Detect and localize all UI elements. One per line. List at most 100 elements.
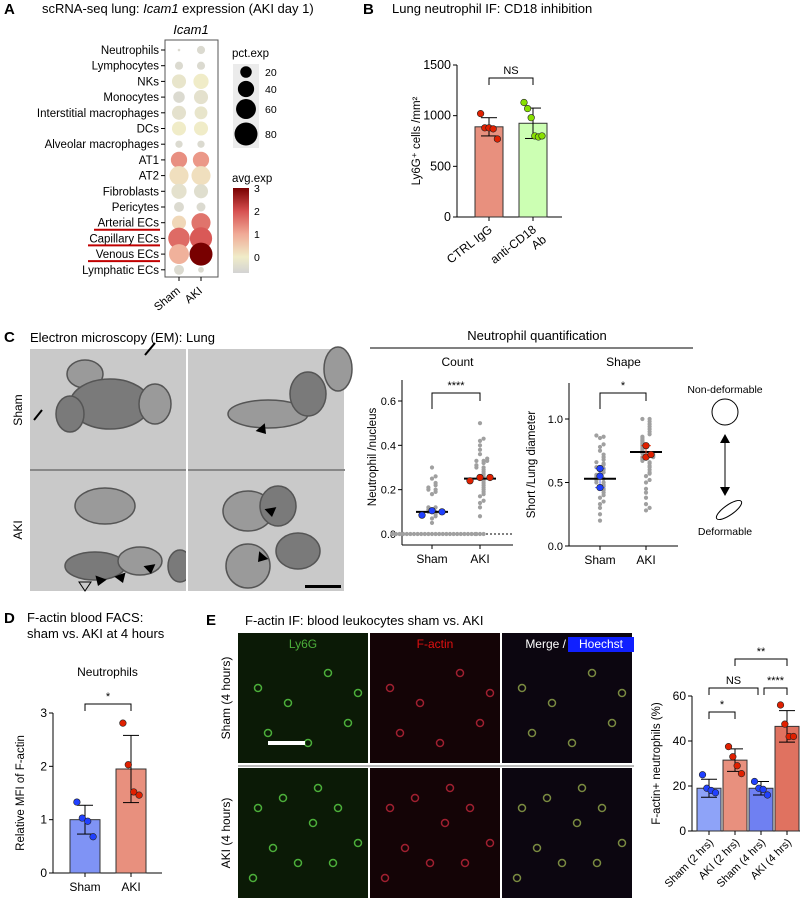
cell-spot (415, 698, 425, 708)
cell-spot (263, 728, 273, 738)
cell-spot (323, 668, 333, 678)
animal-mean-point (476, 473, 484, 482)
deformability-diagram: Non-deformable Deformable (687, 384, 762, 538)
cell-point (601, 442, 606, 447)
data-point (477, 110, 485, 118)
cell-nucleus (55, 395, 85, 433)
y-axis-label: F-actin+ neutrophils (%) (651, 702, 663, 825)
significance-bracket (599, 392, 647, 409)
y-tick-label: 1500 (423, 58, 451, 72)
cell-point (404, 531, 409, 537)
panel-d-title-line2: sham vs. AKI at 4 hours (27, 626, 165, 641)
size-legend-dot (234, 122, 258, 146)
if-background (370, 768, 500, 898)
cell-spot (455, 668, 465, 678)
color-legend-tick: 0 (254, 252, 260, 264)
row-label: AT1 (139, 155, 159, 167)
cell-spot (395, 728, 405, 738)
cell-point (397, 531, 402, 537)
y-tick-label: 0 (40, 866, 47, 880)
cell-spot (567, 738, 577, 748)
cell-point (481, 498, 486, 503)
data-point (737, 770, 746, 778)
cell-spot (475, 718, 485, 728)
expression-dot (193, 121, 209, 136)
cell-point (647, 460, 652, 465)
expression-dot (174, 202, 184, 212)
significance-label: * (106, 691, 111, 703)
data-point (73, 798, 81, 806)
data-point (78, 814, 86, 822)
cell-nucleus (225, 543, 271, 589)
cell-point (437, 531, 442, 537)
cell-spot (353, 838, 363, 848)
cell-spot (440, 818, 450, 828)
cell-point (601, 434, 606, 439)
row-label: Neutrophils (101, 45, 159, 57)
arrowhead-icon (95, 575, 107, 586)
em-image (30, 349, 186, 469)
row-label: Pericytes (112, 202, 160, 214)
cell-point (474, 463, 479, 468)
cell-point (433, 487, 438, 492)
cell-spot (542, 793, 552, 803)
significance-label: NS (726, 675, 741, 687)
size-legend-value: 80 (265, 129, 277, 141)
cell-point (474, 458, 479, 463)
panel-a-title-gene: Icam1 (143, 1, 178, 16)
y-axis-label: Relative MFI of F-actin (15, 735, 27, 851)
y-tick-label: 0.5 (548, 478, 563, 490)
cell-point (643, 495, 649, 500)
panel-b-title: Lung neutrophil IF: CD18 inhibition (392, 1, 592, 16)
cell-spot (333, 803, 343, 813)
expression-dot (171, 74, 187, 89)
cell-nucleus (138, 383, 172, 425)
significance-label: NS (503, 65, 518, 77)
cell-spot (445, 783, 455, 793)
significance-bracket (763, 687, 788, 695)
row-label-aki-4h: AKI (4 hours) (219, 798, 233, 869)
color-legend-tick: 3 (254, 183, 260, 195)
cell-point (485, 456, 490, 461)
x-tick-label: AKI (470, 552, 489, 566)
y-tick-label: 0 (444, 210, 451, 224)
size-legend-value: 60 (265, 104, 277, 116)
row-label: Arterial ECs (98, 218, 160, 230)
size-legend-dot (237, 80, 255, 98)
cell-spot (597, 803, 607, 813)
data-point (698, 771, 707, 779)
cell-point (477, 443, 483, 448)
cell-point (597, 501, 603, 507)
y-tick-label: 3 (40, 706, 47, 720)
data-point (135, 791, 143, 799)
expression-dot (192, 151, 210, 169)
panel-d-title-line1: F-actin blood FACS: (27, 610, 143, 625)
size-legend-value: 20 (265, 67, 277, 79)
cell-point (477, 447, 483, 452)
animal-mean-point (596, 464, 604, 473)
animal-mean-point (418, 511, 426, 519)
expression-dot (189, 227, 213, 250)
quant-title: Neutrophil quantification (467, 328, 606, 343)
expression-dot (193, 73, 209, 90)
expression-dot (170, 151, 188, 169)
expression-dot (171, 105, 187, 120)
cell-point (474, 531, 479, 537)
deformable-label: Deformable (698, 526, 752, 538)
scale-bar (305, 585, 341, 588)
cell-point (447, 531, 453, 537)
if-image (370, 768, 500, 898)
expression-dot (171, 121, 187, 136)
cell-point (440, 531, 445, 537)
cell-point (601, 452, 606, 457)
if-image-grid: Ly6G F-actin Merge / Hoechst Sham (4 hours)… (219, 633, 634, 898)
cell-point (393, 531, 399, 537)
cell-point (411, 531, 417, 537)
expression-dot (197, 140, 205, 148)
y-tick-label: 0.4 (381, 440, 396, 452)
cell-point (415, 531, 420, 537)
round-cell-icon (711, 398, 739, 426)
em-image-grid: Sham AKI (11, 342, 353, 592)
